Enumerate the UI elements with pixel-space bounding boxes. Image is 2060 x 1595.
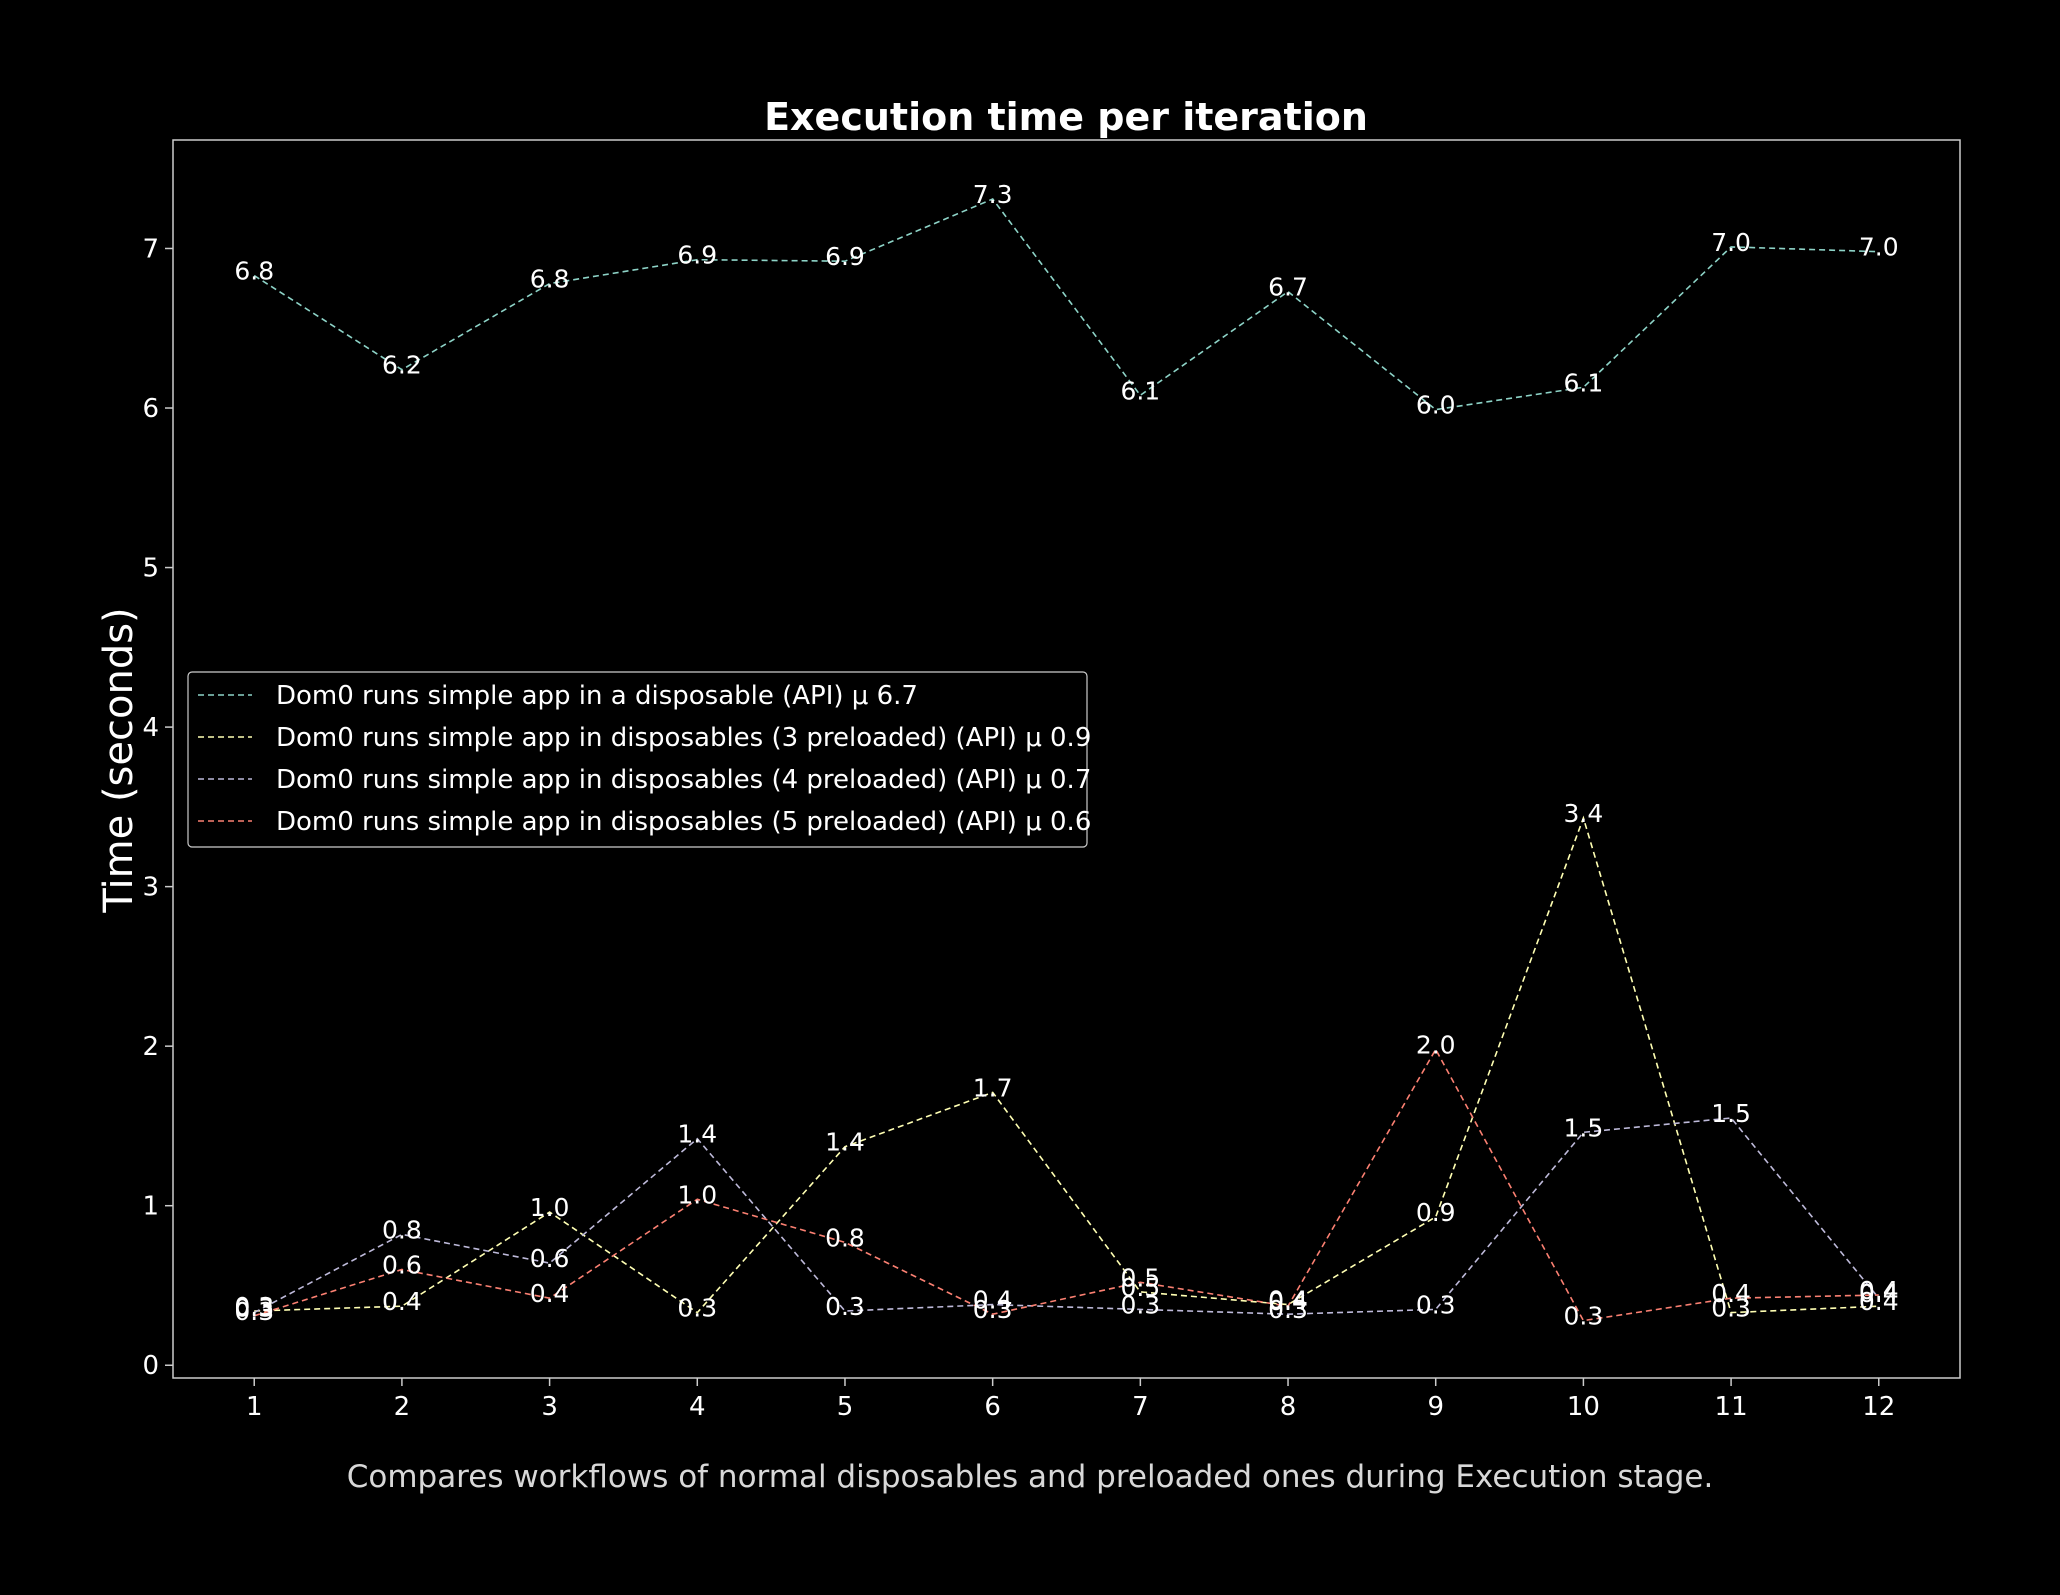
x-tick-label: 7	[1132, 1392, 1149, 1422]
x-tick-label: 2	[394, 1392, 411, 1422]
data-label: 0.4	[1268, 1286, 1308, 1315]
y-tick-label: 6	[142, 394, 159, 424]
data-label: 0.4	[1859, 1287, 1899, 1316]
data-label: 1.0	[530, 1193, 570, 1222]
series-line-3	[253, 1117, 1880, 1316]
data-label: 0.4	[530, 1279, 570, 1308]
data-label: 6.8	[234, 257, 274, 286]
data-label: 0.6	[530, 1244, 570, 1273]
data-label: 6.9	[677, 241, 717, 270]
y-tick-label: 7	[142, 234, 159, 264]
y-tick-label: 5	[142, 554, 159, 584]
data-label: 0.3	[677, 1294, 717, 1323]
plot-area	[172, 139, 1961, 1379]
data-label: 0.4	[1268, 1287, 1308, 1316]
data-label: 1.5	[1564, 1113, 1604, 1142]
data-label: 0.3	[1564, 1302, 1604, 1331]
data-label: 0.5	[1120, 1263, 1160, 1292]
legend-entry: Dom0 runs simple app in disposables (5 p…	[276, 807, 1091, 837]
series-line-1	[253, 198, 1879, 411]
x-tick-label: 10	[1567, 1392, 1600, 1422]
y-axis-label: Time (seconds)	[96, 607, 142, 913]
y-tick-label: 4	[142, 713, 159, 743]
data-label: 0.3	[973, 1295, 1013, 1324]
data-label: 1.7	[973, 1073, 1013, 1102]
data-label: 0.4	[1711, 1279, 1751, 1308]
x-tick-label: 4	[689, 1392, 706, 1422]
data-label: 0.9	[1416, 1198, 1456, 1227]
data-label: 3.4	[1564, 799, 1604, 828]
data-label: 6.1	[1564, 368, 1604, 397]
data-label: 0.3	[1268, 1295, 1308, 1324]
y-tick-label: 2	[142, 1032, 159, 1062]
legend-entry: Dom0 runs simple app in disposables (4 p…	[276, 765, 1091, 795]
data-label: 6.2	[382, 351, 422, 380]
data-label: 0.8	[382, 1215, 422, 1244]
data-label: 0.3	[234, 1297, 274, 1326]
data-label: 1.5	[1711, 1099, 1751, 1128]
x-tick-label: 11	[1715, 1392, 1748, 1422]
data-label: 0.3	[1416, 1290, 1456, 1319]
x-tick-label: 1	[246, 1392, 263, 1422]
chart-caption: Compares workflows of normal disposables…	[347, 1459, 1714, 1495]
data-label: 1.0	[677, 1180, 717, 1209]
data-label: 1.4	[825, 1128, 865, 1157]
x-tick-label: 12	[1862, 1392, 1895, 1422]
x-tick-label: 9	[1427, 1392, 1444, 1422]
x-tick-label: 6	[984, 1392, 1001, 1422]
series-line-4	[253, 1047, 1879, 1322]
x-tick-label: 3	[541, 1392, 558, 1422]
data-label: 0.3	[825, 1292, 865, 1321]
data-label: 7.0	[1859, 233, 1899, 262]
chart-title: Execution time per iteration	[764, 95, 1368, 139]
legend-entry: Dom0 runs simple app in a disposable (AP…	[276, 681, 918, 711]
x-tick-label: 8	[1280, 1392, 1297, 1422]
data-label: 7.3	[973, 180, 1013, 209]
data-label: 2.0	[1416, 1030, 1456, 1059]
series-layer	[253, 198, 1880, 1322]
y-tick-label: 1	[142, 1192, 159, 1222]
data-label: 0.4	[1859, 1279, 1899, 1308]
data-label: 1.4	[677, 1120, 717, 1149]
y-tick-label: 3	[142, 873, 159, 903]
x-tick-label: 5	[837, 1392, 854, 1422]
data-label: 6.1	[1120, 376, 1160, 405]
data-label: 0.8	[825, 1223, 865, 1252]
data-label: 0.4	[382, 1287, 422, 1316]
legend-entry: Dom0 runs simple app in disposables (3 p…	[276, 723, 1091, 753]
data-labels: 6.86.26.86.9 6.97.36.16.76.06.17.0 7.00.3 0…	[234, 180, 1898, 1331]
data-label: 0.3	[234, 1294, 274, 1323]
data-label: 0.6	[382, 1251, 422, 1280]
data-label: 6.9	[825, 242, 865, 271]
legend: Dom0 runs simple app in a disposable (AP…	[187, 671, 1091, 848]
data-label: 6.7	[1268, 273, 1308, 302]
data-label: 0.3	[1711, 1294, 1751, 1323]
data-label: 7.0	[1711, 228, 1751, 257]
series-line-2	[254, 815, 1879, 1314]
legend-box	[187, 671, 1088, 848]
data-label: 6.0	[1416, 391, 1456, 420]
data-label: 0.4	[1859, 1276, 1899, 1305]
data-label: 0.3	[1120, 1290, 1160, 1319]
data-label: 0.4	[973, 1286, 1013, 1315]
data-label: 6.8	[530, 265, 570, 294]
data-label: 0.5	[1120, 1273, 1160, 1302]
data-label: 0.3	[234, 1292, 274, 1321]
y-tick-label: 0	[142, 1351, 159, 1381]
